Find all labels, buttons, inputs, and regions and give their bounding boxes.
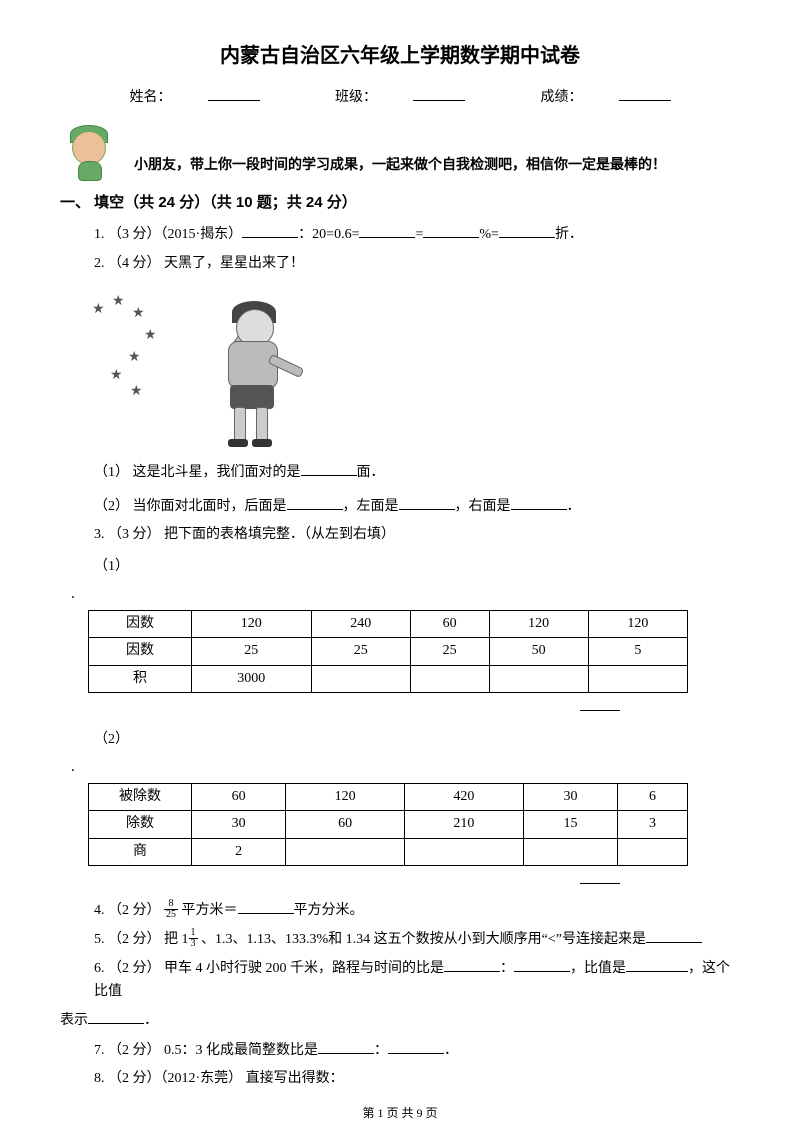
q4-a: 4. （2 分） xyxy=(94,903,164,918)
q7-blank2[interactable] xyxy=(388,1039,444,1054)
q2-1-blank[interactable] xyxy=(301,461,357,476)
q5-a: 5. （2 分） 把 1 xyxy=(94,932,189,947)
table-row: 除数3060210153 xyxy=(89,811,688,838)
q4-b: 平方米＝ xyxy=(178,903,238,918)
class-blank[interactable] xyxy=(413,86,465,101)
table-2: 被除数60120420306 除数3060210153 商2 xyxy=(88,783,688,866)
page-footer: 第 1 页 共 9 页 xyxy=(60,1104,740,1123)
q5-fraction: 13 xyxy=(189,928,198,949)
stars-boy-figure: ★ ★ ★ ★ ★ ★ ★ xyxy=(88,281,740,451)
table-row: 被除数60120420306 xyxy=(89,784,688,811)
question-3: 3. （3 分） 把下面的表格填完整．（从左到右填） xyxy=(94,524,740,546)
question-1: 1. （3 分）（2015·揭东） ：20=0.6= = %= 折． xyxy=(94,223,740,246)
q1-prefix: 1. （3 分）（2015·揭东） xyxy=(94,227,242,242)
q6-blank4[interactable] xyxy=(88,1009,144,1024)
q2-sub1: （1） 这是北斗星，我们面对的是 面． xyxy=(94,461,740,484)
q6-f: ． xyxy=(144,1013,158,1028)
q5-blank[interactable] xyxy=(646,928,702,943)
q3-sub1-label: （1） xyxy=(94,556,740,578)
q2-2-blank1[interactable] xyxy=(287,495,343,510)
question-2: 2. （4 分） 天黑了，星星出来了！ xyxy=(94,253,740,275)
info-line: 姓名： 班级： 成绩： xyxy=(60,86,740,109)
class-label: 班级： xyxy=(335,90,377,105)
q2-2a: （2） 当你面对北面时，后面是 xyxy=(94,499,287,514)
t1-r0-lbl: 因数 xyxy=(89,610,192,637)
section-1-heading: 一、 填空（共 24 分）（共 10 题；共 24 分） xyxy=(60,191,740,215)
question-6-contd: 表示 ． xyxy=(60,1009,740,1032)
q7-b: ： xyxy=(374,1043,388,1058)
score-label: 成绩： xyxy=(541,90,583,105)
question-5: 5. （2 分） 把 113 、1.3、1.13、133.3%和 1.34 这五… xyxy=(94,928,740,951)
q7-blank1[interactable] xyxy=(318,1039,374,1054)
table-1: 因数12024060120120 因数252525505 积3000 xyxy=(88,610,688,693)
q4-c: 平方分米。 xyxy=(294,903,364,918)
t2-r2-lbl: 商 xyxy=(89,838,192,865)
q2-2-blank2[interactable] xyxy=(399,495,455,510)
q7-c: ． xyxy=(444,1043,458,1058)
q3-dot1: ． xyxy=(70,585,740,604)
cartoon-head-icon xyxy=(60,125,120,181)
q5-b: 、1.3、1.13、133.3%和 1.34 这五个数按从小到大顺序用“<”号连… xyxy=(198,932,646,947)
q2-2c: ，右面是 xyxy=(455,499,511,514)
score-blank[interactable] xyxy=(619,86,671,101)
q6-b: ： xyxy=(500,961,514,976)
page-title: 内蒙古自治区六年级上学期数学期中试卷 xyxy=(60,40,740,72)
q1-blank-3[interactable] xyxy=(423,223,479,238)
t2-r0-lbl: 被除数 xyxy=(89,784,192,811)
t1-trailing-blank xyxy=(580,710,620,711)
table-row: 积3000 xyxy=(89,665,688,692)
q7-a: 7. （2 分） 0.5：3 化成最简整数比是 xyxy=(94,1043,318,1058)
question-8: 8. （2 分）（2012·东莞） 直接写出得数： xyxy=(94,1068,740,1090)
q1-blank-4[interactable] xyxy=(499,223,555,238)
q2-2d: ． xyxy=(567,499,581,514)
q6-blank2[interactable] xyxy=(514,957,570,972)
question-6: 6. （2 分） 甲车 4 小时行驶 200 千米，路程与时间的比是：，比值是，… xyxy=(94,957,740,1003)
q2-2-blank3[interactable] xyxy=(511,495,567,510)
q6-blank1[interactable] xyxy=(444,957,500,972)
q6-a: 6. （2 分） 甲车 4 小时行驶 200 千米，路程与时间的比是 xyxy=(94,961,444,976)
q1-eq: = xyxy=(415,227,423,242)
intro-text: 小朋友，带上你一段时间的学习成果，一起来做个自我检测吧，相信你一定是最棒的！ xyxy=(134,153,740,181)
q4-blank[interactable] xyxy=(238,899,294,914)
q4-fraction: 825 xyxy=(164,899,178,920)
q3-sub2-label: （2） xyxy=(94,729,740,751)
q1-mid: ：20=0.6= xyxy=(298,227,359,242)
name-blank[interactable] xyxy=(208,86,260,101)
q2-sub2: （2） 当你面对北面时，后面是 ，左面是 ，右面是 ． xyxy=(94,495,740,518)
q6-c: ，比值是 xyxy=(570,961,626,976)
q1-pct: %= xyxy=(479,227,499,242)
q3-dot2: ． xyxy=(70,758,740,777)
t2-trailing-blank xyxy=(580,883,620,884)
table-row: 商2 xyxy=(89,838,688,865)
q6-blank3[interactable] xyxy=(626,957,688,972)
question-4: 4. （2 分） 825 平方米＝ 平方分米。 xyxy=(94,899,740,922)
q2-1b: 面． xyxy=(357,465,385,480)
table-row: 因数12024060120120 xyxy=(89,610,688,637)
t2-r1-lbl: 除数 xyxy=(89,811,192,838)
q1-suffix: 折． xyxy=(555,227,583,242)
table-row: 因数252525505 xyxy=(89,638,688,665)
name-label: 姓名： xyxy=(130,90,172,105)
q1-blank-2[interactable] xyxy=(359,223,415,238)
t1-r1-lbl: 因数 xyxy=(89,638,192,665)
intro-row: 小朋友，带上你一段时间的学习成果，一起来做个自我检测吧，相信你一定是最棒的！ xyxy=(60,125,740,181)
q2-1a: （1） 这是北斗星，我们面对的是 xyxy=(94,465,301,480)
question-7: 7. （2 分） 0.5：3 化成最简整数比是 ： ． xyxy=(94,1039,740,1062)
q1-blank-1[interactable] xyxy=(242,223,298,238)
q2-2b: ，左面是 xyxy=(343,499,399,514)
q6-e: 表示 xyxy=(60,1013,88,1028)
t1-r2-lbl: 积 xyxy=(89,665,192,692)
